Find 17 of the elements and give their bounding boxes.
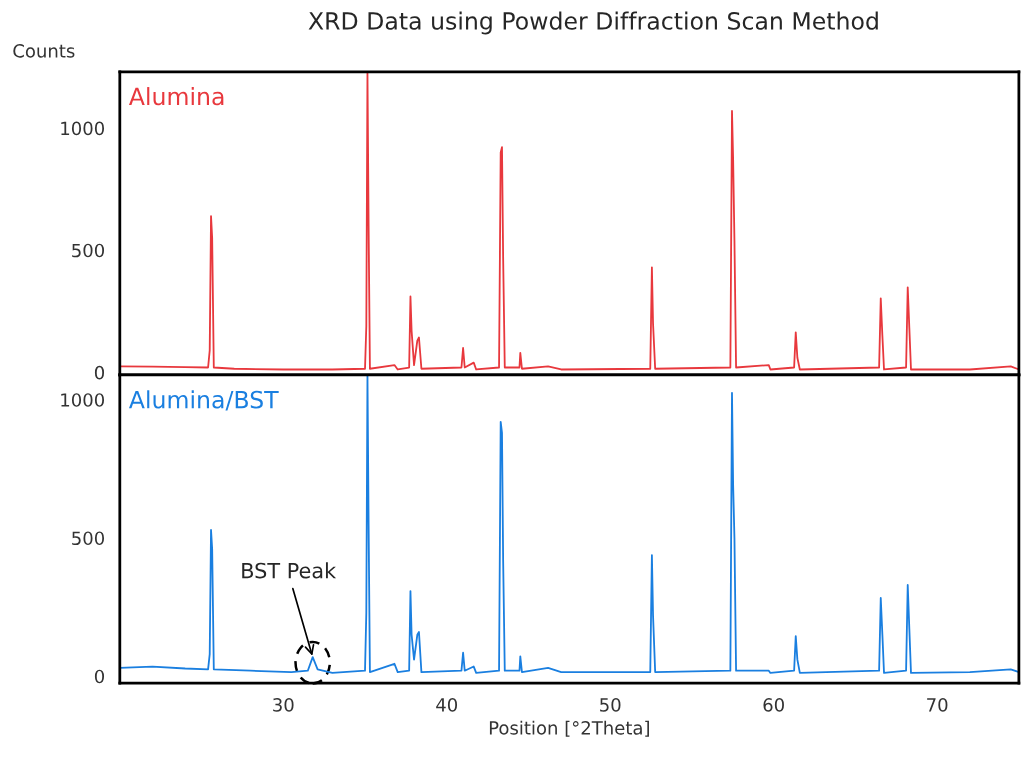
y-tick-label: 1000 [61,121,105,136]
text: Alumina/BST [128,390,279,411]
y-tick-label: 500 [72,531,105,546]
chart-title: XRD Data using Powder Diffraction Scan Method [308,11,878,35]
x-tick-label: 60 [763,698,784,712]
annotation: BST Peak [242,562,337,579]
x-axis-title: Position [°2Theta] [489,720,649,737]
x-tick-label: 70 [927,698,948,712]
y-tick-label: 0 [94,669,105,684]
y-tick-label: 0 [94,365,105,380]
y-axis-title: Counts [13,44,75,58]
y-tick-label: 1000 [61,393,105,407]
text: Alumina [128,87,224,106]
y-tick-label: 500 [72,243,105,258]
x-tick-label: 40 [436,698,458,712]
x-tick-label: 50 [600,698,621,712]
x-tick-label: 30 [273,698,294,712]
